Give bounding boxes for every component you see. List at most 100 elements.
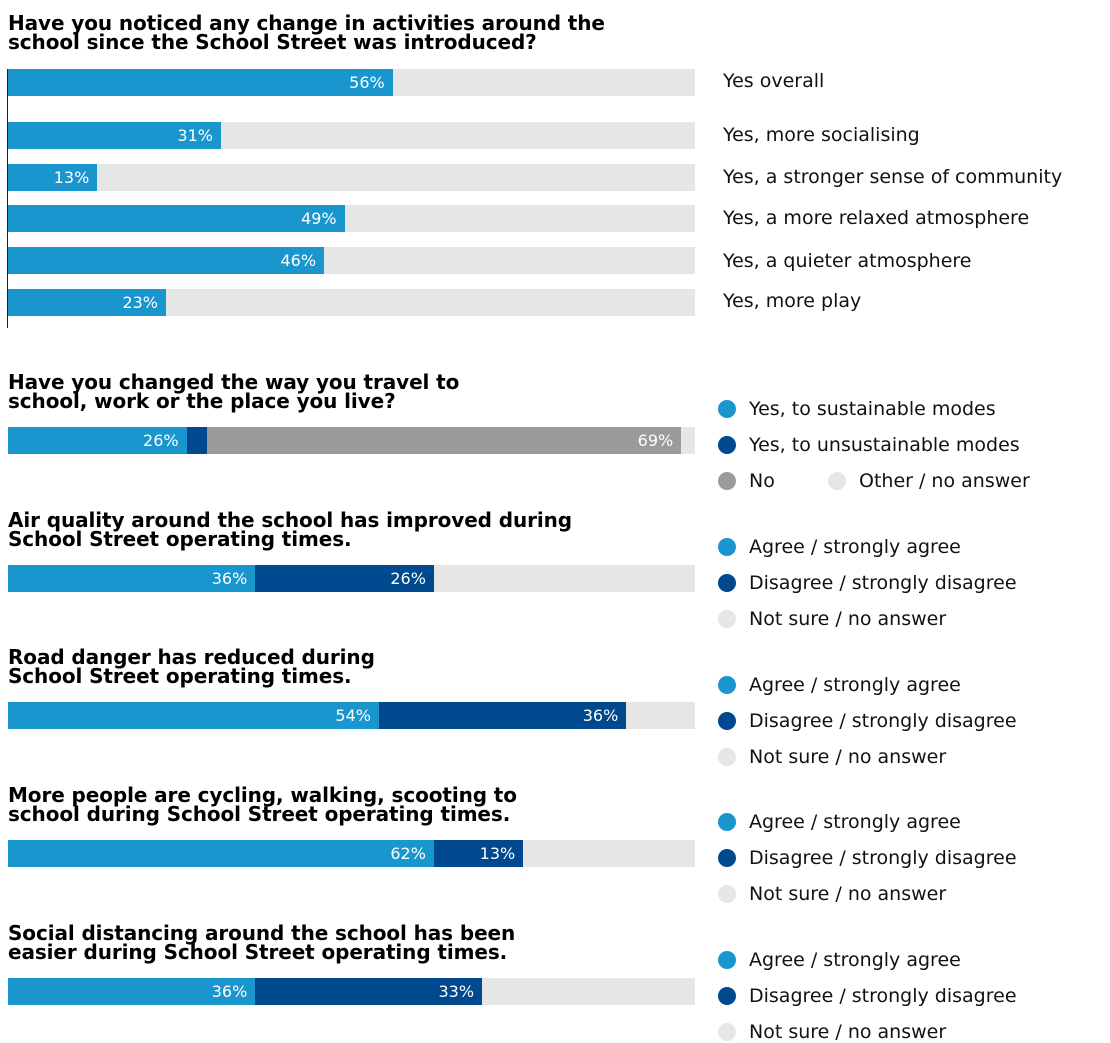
chart-2-bar-track: 26%3%69% xyxy=(8,427,695,454)
chart-6-title-line: Social distancing around the school has … xyxy=(8,921,516,945)
chart-2-segment xyxy=(681,427,695,454)
legend-swatch-icon xyxy=(718,472,736,490)
chart-2-title-line: Have you changed the way you travel to xyxy=(8,370,460,394)
chart-1-bar-track: 13% xyxy=(8,164,695,191)
chart-5-segment-label: 13% xyxy=(479,844,516,863)
chart-1-bar xyxy=(8,69,393,96)
legend-swatch-icon xyxy=(718,885,736,903)
chart-2-title: Have you changed the way you travel to sc… xyxy=(8,370,460,413)
chart-1-value-label: 13% xyxy=(53,168,90,187)
chart-4-title-line: School Street operating times. xyxy=(8,664,352,688)
legend-label: Disagree / strongly disagree xyxy=(749,572,1017,594)
chart-1-bar-track: 23% xyxy=(8,289,695,316)
chart-6-segment xyxy=(8,978,256,1005)
chart-1-axis-line xyxy=(7,69,8,328)
chart-4-title-line: Road danger has reduced during xyxy=(8,645,375,669)
legend-label: Not sure / no answer xyxy=(749,883,947,905)
chart-2-legend-item: Yes, to sustainable modes xyxy=(718,398,996,420)
chart-1-value-label: 56% xyxy=(349,73,385,92)
legend-label: Other / no answer xyxy=(859,470,1030,492)
chart-3-bar-track: 36% 26% xyxy=(8,565,695,592)
chart-4-segment xyxy=(378,702,627,729)
chart-2-legend-item: Other / no answer xyxy=(828,470,1030,492)
chart-4-title: Road danger has reduced during School Str… xyxy=(8,645,375,688)
chart-1-value-label: 23% xyxy=(122,293,158,312)
legend-label: Disagree / strongly disagree xyxy=(749,985,1017,1007)
chart-1-bar-track: 56% xyxy=(8,69,695,96)
legend-swatch-icon xyxy=(718,574,736,592)
chart-3-legend-item: Not sure / no answer xyxy=(718,608,946,630)
chart-1-bar-track: 49% xyxy=(8,205,695,232)
chart-1-bar xyxy=(8,122,221,149)
chart-3-legend-item: Disagree / strongly disagree xyxy=(718,572,1017,594)
legend-swatch-icon xyxy=(718,400,736,418)
legend-swatch-icon xyxy=(718,849,736,867)
legend-label: Disagree / strongly disagree xyxy=(749,710,1017,732)
chart-2-legend-item: No xyxy=(718,470,775,492)
chart-5-legend-item: Not sure / no answer xyxy=(718,883,946,905)
legend-label: Not sure / no answer xyxy=(749,1021,947,1043)
legend-swatch-icon xyxy=(718,610,736,628)
chart-5-title-line: More people are cycling, walking, scooti… xyxy=(8,783,517,807)
chart-4-segment xyxy=(8,702,379,729)
legend-swatch-icon xyxy=(718,538,736,556)
chart-4-legend-item: Disagree / strongly disagree xyxy=(718,710,1017,732)
chart-4-segment-label: 36% xyxy=(582,706,619,725)
chart-1-bar xyxy=(8,164,98,191)
chart-1-title-line: Have you noticed any change in activitie… xyxy=(8,11,605,35)
chart-3-segment xyxy=(8,565,256,592)
legend-label: Agree / strongly agree xyxy=(749,949,961,971)
chart-2-segment xyxy=(207,427,682,454)
legend-swatch-icon xyxy=(718,712,736,730)
chart-6-segment-label: 36% xyxy=(211,982,248,1001)
chart-5-segment xyxy=(8,840,434,867)
legend-label: Agree / strongly agree xyxy=(749,811,961,833)
chart-6-bar-track: 36% 33% xyxy=(8,978,695,1005)
chart-1-bar xyxy=(8,205,345,232)
chart-1-bar-track: 46% xyxy=(8,247,695,274)
chart-1-category-label: Yes, more socialising xyxy=(723,124,920,146)
chart-3-title-line: Air quality around the school has improv… xyxy=(8,508,572,532)
chart-4-legend-item: Agree / strongly agree xyxy=(718,674,961,696)
chart-3-title-line: School Street operating times. xyxy=(8,527,352,551)
legend-label: No xyxy=(749,470,775,492)
legend-label: Not sure / no answer xyxy=(749,746,947,768)
chart-1-bar xyxy=(8,289,166,316)
chart-1-category-label: Yes, a stronger sense of community xyxy=(723,166,1063,188)
chart-3-segment-label: 36% xyxy=(211,569,248,588)
chart-4-legend-item: Not sure / no answer xyxy=(718,746,946,768)
chart-6-legend-item: Disagree / strongly disagree xyxy=(718,985,1017,1007)
chart-2-legend-item: Yes, to unsustainable modes xyxy=(718,434,1020,456)
chart-1-bar xyxy=(8,247,325,274)
chart-3-segment-label: 26% xyxy=(390,569,426,588)
chart-1-title-line: school since the School Street was intro… xyxy=(8,30,537,54)
chart-1-category-label: Yes, a quieter atmosphere xyxy=(723,250,972,272)
chart-2-segment-label: 26% xyxy=(143,431,179,450)
chart-5-segment-label: 62% xyxy=(390,844,426,863)
chart-5-title: More people are cycling, walking, scooti… xyxy=(8,783,517,824)
chart-1-value-label: 49% xyxy=(301,209,337,228)
chart-1-bar-track: 31% xyxy=(8,122,695,149)
chart-4-bar-track: 54% 36% xyxy=(8,702,695,729)
chart-2-title-line: school, work or the place you live? xyxy=(8,389,396,413)
chart-6-legend-item: Not sure / no answer xyxy=(718,1021,946,1043)
chart-5-legend-item: Disagree / strongly disagree xyxy=(718,847,1017,869)
legend-swatch-icon xyxy=(828,472,846,490)
chart-3-legend-item: Agree / strongly agree xyxy=(718,536,961,558)
chart-2-segment-label: 69% xyxy=(637,431,674,450)
chart-3-segment xyxy=(433,565,695,592)
chart-3-title: Air quality around the school has improv… xyxy=(8,508,572,551)
chart-5-segment xyxy=(523,840,695,867)
legend-label: Yes, to sustainable modes xyxy=(749,398,996,420)
legend-swatch-icon xyxy=(718,748,736,766)
legend-label: Not sure / no answer xyxy=(749,608,947,630)
legend-swatch-icon xyxy=(718,436,736,454)
chart-6-title: Social distancing around the school has … xyxy=(8,921,516,962)
chart-6-segment xyxy=(255,978,483,1005)
chart-6-segment-label: 33% xyxy=(438,982,475,1001)
chart-1-value-label: 46% xyxy=(280,251,317,270)
chart-5-legend-item: Agree / strongly agree xyxy=(718,811,961,833)
chart-1-value-label: 31% xyxy=(177,126,213,145)
chart-6-legend-item: Agree / strongly agree xyxy=(718,949,961,971)
